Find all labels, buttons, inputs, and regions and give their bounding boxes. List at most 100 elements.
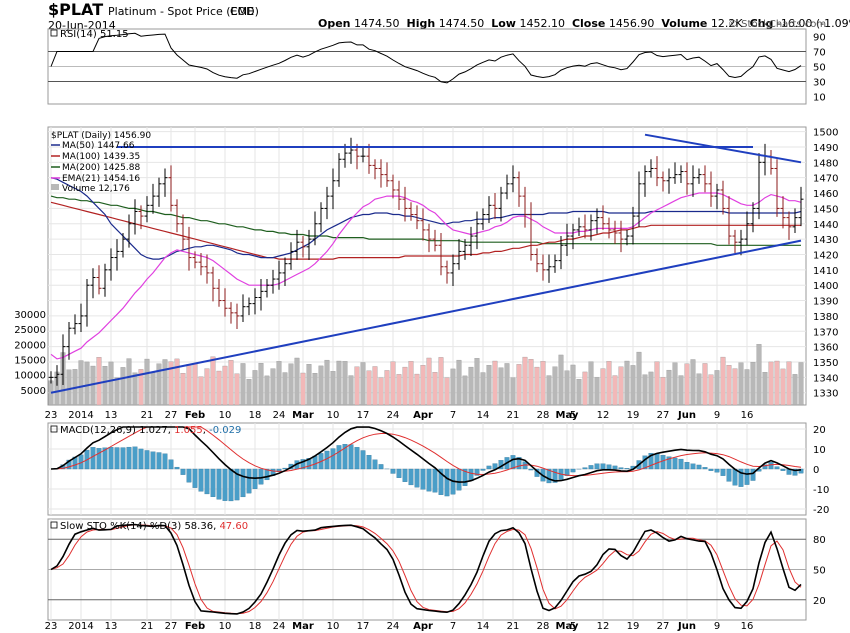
volume-bar: [702, 363, 708, 406]
volume-bar: [138, 369, 144, 406]
macd-tick-label: -10: [813, 485, 829, 496]
sto-tick-label: 50: [813, 566, 826, 577]
macd-hist-bar: [222, 468, 228, 501]
volume-bar: [84, 361, 90, 406]
volume-bar: [720, 356, 726, 406]
volume-bar: [204, 368, 210, 406]
volume-bar: [366, 370, 372, 406]
price-tick-label: 1460: [813, 189, 838, 200]
date-tick-label: 18: [249, 410, 262, 421]
volume-bar: [438, 357, 444, 406]
volume-bar: [750, 362, 756, 406]
date-tick-label: 27: [165, 621, 178, 632]
volume-bar: [714, 370, 720, 406]
volume-bar: [120, 367, 126, 406]
volume-bar: [294, 357, 300, 406]
macd-hist-bar: [162, 453, 168, 470]
volume-bar: [606, 361, 612, 406]
macd-hist-bar: [66, 459, 72, 470]
volume-bar: [240, 363, 246, 406]
volume-bar: [426, 357, 432, 406]
price-tick-label: 1370: [813, 327, 838, 338]
volume-bar: [612, 375, 618, 406]
volume-bar: [798, 362, 804, 406]
date-tick-label: 24: [273, 621, 286, 632]
change-value: -16.00 (-1.09%): [776, 17, 850, 30]
macd-hist-bar: [96, 448, 102, 470]
volume-bar: [600, 368, 606, 406]
macd-hist-bar: [198, 468, 204, 492]
macd-tick-label: 10: [813, 445, 826, 456]
macd-hist-bar: [240, 468, 246, 498]
macd-legend-prefix: MACD(12,26,9): [60, 425, 136, 436]
volume-bar: [678, 375, 684, 406]
macd-tick-label: 0: [813, 465, 819, 476]
rsi-legend: RSI(14) 51.15: [50, 29, 129, 40]
volume-bar: [672, 362, 678, 406]
macd-hist-bar: [780, 468, 786, 471]
price-tick-label: 1430: [813, 235, 838, 246]
sto-legend: Slow STO %K(14) %D(3) 58.36, 47.60: [50, 521, 248, 532]
volume-bar: [342, 361, 348, 406]
date-tick-label: 23: [45, 410, 58, 421]
ma100-legend: MA(100) 1439.35: [62, 152, 140, 162]
volume-bar: [738, 362, 744, 406]
volume-bar: [594, 377, 600, 406]
macd-hist-bar: [600, 463, 606, 470]
exchange-label: CME: [230, 5, 255, 18]
macd-hist-bar: [114, 447, 120, 470]
macd-hist-bar: [612, 465, 618, 470]
volume-bar: [420, 365, 426, 406]
macd-hist-bar: [474, 468, 480, 476]
volume-bar: [432, 372, 438, 406]
signal-value: 1.055: [174, 425, 203, 436]
rsi-line: [50, 32, 802, 84]
volume-tick-label: 15000: [14, 356, 46, 367]
volume-bar: [486, 365, 492, 406]
high-label: High: [406, 17, 436, 30]
price-legend: $PLAT (Daily) 1456.90 MA(50) 1447.66 MA(…: [51, 131, 151, 194]
rsi-legend-text: RSI(14) 51.15: [60, 29, 129, 40]
macd-hist-bar: [564, 468, 570, 476]
macd-hist-bar: [510, 455, 516, 470]
volume-bar: [696, 373, 702, 406]
sto-legend-prefix: Slow STO %K(14) %D(3): [60, 521, 181, 532]
volume-bar: [408, 361, 414, 406]
macd-hist-bar: [438, 468, 444, 495]
macd-hist-bar: [570, 468, 576, 473]
date-tick-label: Apr: [413, 410, 433, 421]
volume-bar: [756, 344, 762, 406]
date-tick-label: 10: [327, 410, 340, 421]
macd-hist-bar: [396, 468, 402, 478]
macd-hist-bar: [672, 457, 678, 470]
macd-hist-bar: [708, 468, 714, 471]
volume-bar: [762, 372, 768, 406]
date-tick-label: 10: [219, 621, 232, 632]
macd-hist-bar: [156, 452, 162, 470]
panel-toggle-icon: [50, 29, 58, 37]
volume-bar: [312, 372, 318, 406]
date-tick-label: 19: [627, 621, 640, 632]
volume-bar: [582, 371, 588, 406]
macd-hist-bar: [354, 447, 360, 470]
volume-bar: [174, 358, 180, 406]
date-tick-label: 24: [387, 621, 400, 632]
price-tick-label: 1420: [813, 250, 838, 261]
macd-hist-bar: [456, 468, 462, 491]
volume-bar: [666, 369, 672, 406]
macd-hist-bar: [144, 450, 150, 470]
volume-bar: [588, 361, 594, 406]
volume-bar: [456, 359, 462, 406]
macd-hist-bar: [120, 447, 126, 470]
volume-bar: [348, 375, 354, 406]
date-tick-label: 16: [741, 410, 754, 421]
volume-bar: [546, 375, 552, 406]
volume-bar: [618, 366, 624, 406]
price-bars: [48, 137, 804, 386]
svg-text:MACD(12,26,9) 1.027,: MACD(12,26,9) 1.027, 1.055, -0.029: [60, 425, 241, 436]
macd-hist-bar: [582, 467, 588, 470]
instrument-name: Platinum - Spot Price (EOD): [108, 5, 259, 18]
macd-hist-bar: [138, 448, 144, 470]
open-value: 1474.50: [354, 17, 400, 30]
